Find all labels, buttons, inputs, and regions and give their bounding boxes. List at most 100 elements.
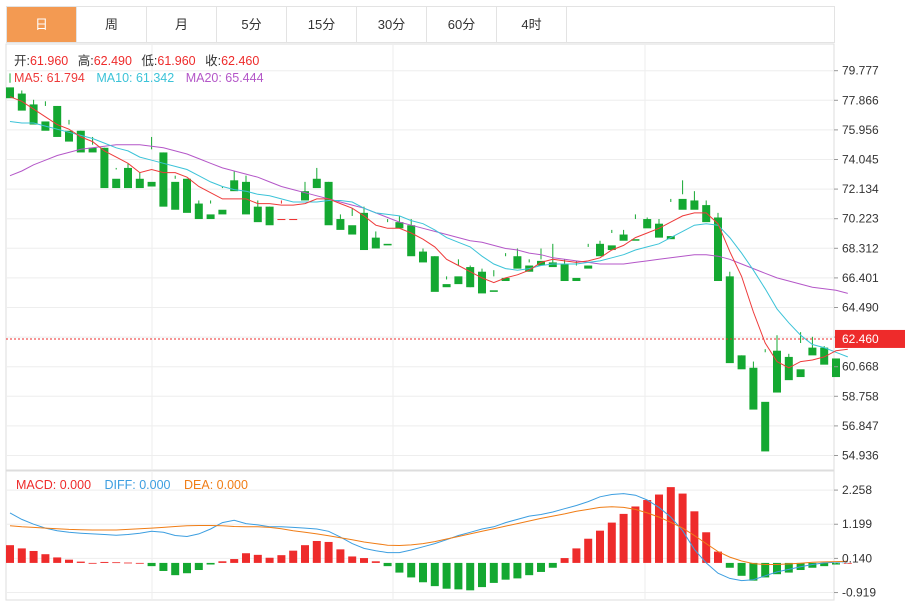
macd-bar-3: [41, 554, 50, 563]
moving-average-lines: [9, 96, 848, 369]
macd-bar-27: [324, 541, 333, 563]
candle-body-37: [442, 284, 451, 288]
macd-bar-15: [183, 562, 191, 574]
macd-bar-4: [53, 557, 62, 563]
candle-body-43: [513, 256, 522, 269]
macd-bar-10: [124, 562, 132, 564]
macd-bar-39: [466, 562, 475, 591]
ma5-legend: MA5: 61.794: [14, 71, 85, 85]
tab-2[interactable]: 月: [147, 7, 217, 42]
macd-bar-23: [277, 555, 286, 563]
macd-bar-38: [454, 562, 463, 590]
macd-bar-2: [29, 550, 38, 563]
macd-bar-65: [773, 562, 781, 575]
candle-body-22: [265, 206, 274, 226]
candle-body-18: [218, 209, 227, 215]
tab-5[interactable]: 30分: [357, 7, 427, 42]
macd-bar-5: [65, 559, 73, 563]
candle-body-27: [324, 181, 333, 226]
macd-bar-66: [784, 562, 793, 573]
tab-6[interactable]: 60分: [427, 7, 497, 42]
candle-body-4: [53, 105, 62, 137]
macd-bar-36: [430, 562, 439, 587]
ohlc-legend: 开:61.960 高:62.490 低:61.960 收:62.460: [14, 53, 259, 68]
ytick-label-5: 70.223: [842, 212, 879, 226]
macd-bar-34: [407, 562, 416, 578]
candle-body-53: [631, 239, 640, 241]
ma-legend: MA5: 61.794 MA10: 61.342 MA20: 65.444: [14, 71, 264, 85]
macd-frame: [5, 470, 835, 601]
candle-body-26: [312, 178, 321, 189]
candle-body-68: [808, 347, 817, 356]
macd-ytick-label-1: 1.199: [842, 517, 872, 531]
candle-body-16: [194, 203, 203, 220]
candle-body-13: [159, 152, 168, 207]
candle-body-32: [383, 243, 392, 246]
candle-body-5: [65, 130, 73, 142]
candle-body-60: [714, 217, 722, 282]
current-price-badge: [835, 329, 905, 348]
price-axis: 79.777 77.866 75.956 74.045 72.134 70.223 68.3…: [6, 64, 905, 600]
candle-body-64: [761, 401, 770, 452]
macd-bar-49: [584, 538, 593, 563]
macd-ytick-label-0: 2.258: [842, 483, 872, 497]
candle-body-48: [572, 277, 581, 282]
low-value: 61.960: [157, 54, 195, 68]
macd-bar-20: [242, 553, 250, 563]
ytick-label-8: 64.490: [842, 301, 879, 315]
current-price-label: 62.460: [842, 332, 879, 346]
macd-bar-41: [489, 562, 498, 583]
candle-body-33: [395, 222, 404, 229]
ytick-label-1: 77.866: [842, 93, 879, 107]
macd-bar-56: [666, 487, 675, 563]
diff-line: [9, 493, 848, 582]
ytick-label-11: 58.758: [842, 389, 879, 403]
tab-1[interactable]: 周: [77, 7, 147, 42]
candle-body-62: [737, 355, 746, 370]
macd-bar-68: [808, 562, 817, 568]
candle-body-20: [242, 181, 250, 215]
candle-body-61: [725, 276, 734, 364]
macd-bar-13: [159, 562, 168, 571]
candle-body-70: [832, 358, 840, 378]
tab-7[interactable]: 4时: [497, 7, 567, 42]
macd-bar-60: [714, 551, 722, 563]
candle-body-65: [773, 350, 781, 393]
candle-body-63: [749, 367, 758, 410]
diff-legend-value: DIFF: 0.000: [105, 478, 171, 492]
candlestick-series: [6, 73, 852, 452]
candle-body-41: [489, 290, 498, 292]
candle-body-46: [548, 262, 557, 268]
macd-bar-52: [619, 513, 628, 563]
tab-0[interactable]: 日: [7, 7, 77, 42]
macd-panel: [6, 487, 852, 591]
ytick-label-7: 66.401: [842, 271, 879, 285]
macd-bar-53: [631, 506, 640, 563]
macd-bar-61: [725, 562, 734, 568]
candle-body-21: [253, 206, 262, 223]
macd-bar-45: [537, 562, 545, 572]
ma20-legend: MA20: 65.444: [186, 71, 264, 85]
macd-bar-22: [265, 557, 274, 563]
candle-body-69: [820, 347, 829, 365]
candle-body-1: [17, 93, 26, 111]
high-label: 高:: [78, 53, 94, 68]
macd-bar-64: [761, 562, 770, 578]
macd-bar-28: [336, 549, 345, 563]
ytick-label-12: 56.847: [842, 419, 879, 433]
ma20-line: [9, 144, 848, 294]
tab-4[interactable]: 15分: [287, 7, 357, 42]
macd-ytick-label-3: -0.919: [842, 586, 876, 600]
macd-bar-54: [643, 500, 652, 563]
high-value: 62.490: [94, 54, 132, 68]
tab-3[interactable]: 5分: [217, 7, 287, 42]
ytick-label-2: 75.956: [842, 123, 879, 137]
macd-bar-25: [301, 545, 309, 563]
macd-bar-37: [442, 562, 451, 589]
macd-bar-35: [419, 562, 427, 583]
macd-bar-12: [147, 562, 156, 567]
macd-bar-16: [194, 562, 203, 571]
macd-bar-26: [312, 540, 321, 563]
ytick-label-13: 54.936: [842, 449, 879, 463]
